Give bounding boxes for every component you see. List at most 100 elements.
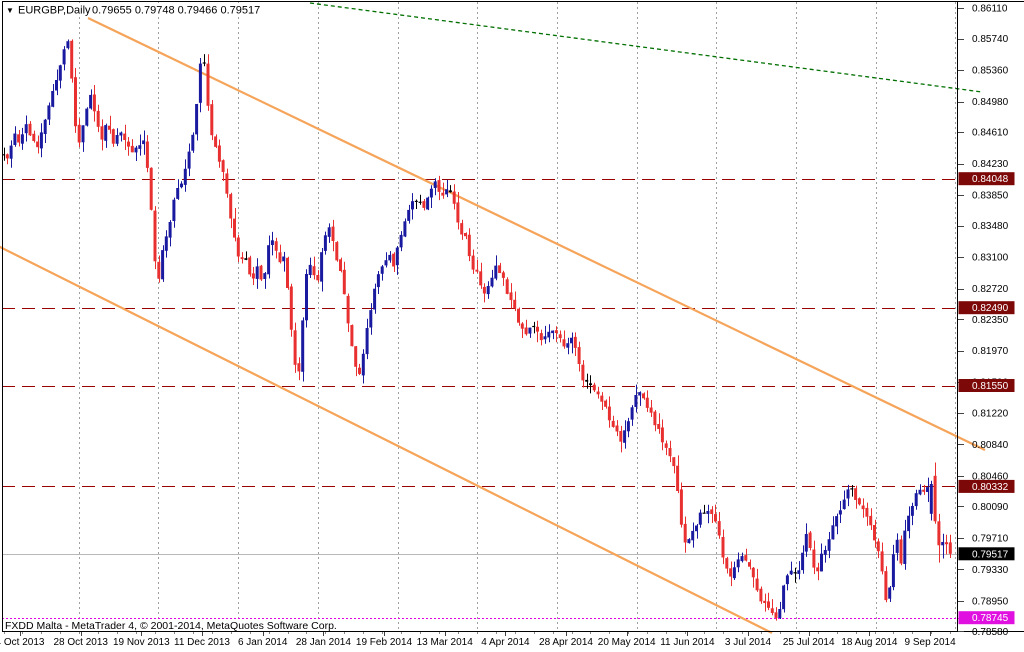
candle-bull [547, 324, 551, 343]
price-axis-label: 0.78950 [972, 596, 1009, 607]
candle-body [452, 191, 456, 204]
candle-body [645, 397, 649, 408]
candle-body [142, 140, 146, 145]
candle-body [702, 512, 706, 514]
candle-bear [464, 232, 467, 240]
candle-body [259, 265, 263, 280]
candle-bear [884, 566, 888, 603]
candle-body [55, 80, 58, 91]
candle-body [816, 567, 820, 572]
candle-body [695, 525, 698, 532]
candle-body [361, 353, 365, 376]
candle-bear [710, 506, 714, 523]
candle-bull [380, 265, 384, 281]
candle-body [687, 539, 691, 544]
candle-body [793, 572, 797, 574]
candle-body [149, 167, 153, 210]
price-axis-label: 0.79710 [972, 533, 1009, 544]
candle-body [509, 292, 513, 301]
candle-body [706, 511, 710, 514]
candle-bull [365, 318, 369, 360]
candle-bull [183, 159, 187, 192]
candle-bear [293, 322, 297, 373]
candle-bull [191, 132, 195, 153]
candle-bear [869, 508, 873, 530]
candle-bull [115, 128, 119, 147]
price-axis-label: 0.80460 [972, 471, 1009, 482]
price-tag-label: 0.81550 [972, 381, 1009, 392]
candle-bear [111, 128, 115, 147]
candle-body [611, 420, 615, 427]
candle-body [89, 94, 93, 109]
candle-body [501, 272, 505, 278]
candle-body [778, 609, 782, 618]
candle-body [183, 168, 187, 185]
price-axis-label: 0.82720 [972, 284, 1009, 295]
candles-layer [2, 39, 952, 621]
time-axis-label: 18 Aug 2014 [841, 637, 898, 648]
candle-doji [702, 504, 706, 514]
candle-body [373, 288, 377, 310]
candle-body [880, 551, 884, 572]
candle-body [918, 489, 922, 495]
candle-bear [297, 357, 301, 381]
candle-bull [62, 46, 66, 71]
candle-body [672, 457, 676, 467]
candle-body [92, 94, 96, 112]
candle-bear [289, 283, 293, 337]
candle-bear [562, 330, 566, 349]
time-axis-label: 4 Apr 2014 [481, 637, 530, 648]
price-tag-label: 0.79517 [972, 549, 1009, 560]
time-axis-label: 19 Feb 2014 [356, 637, 413, 648]
candle-bear [74, 67, 77, 133]
candle-bull [820, 543, 823, 572]
candle-body [494, 265, 498, 279]
price-axis-label: 0.83480 [972, 221, 1009, 232]
candle-body [736, 559, 740, 568]
candle-bear [5, 153, 9, 165]
candle-bull [138, 134, 142, 156]
symbol-info: ▼ EURGBP,Daily 0.79655 0.79748 0.79466 0… [3, 3, 260, 17]
candle-doji [448, 185, 452, 193]
symbol-dropdown-icon[interactable]: ▼ [6, 6, 14, 15]
candle-bear [32, 130, 36, 143]
candle-bull [9, 140, 13, 168]
candle-bull [842, 490, 846, 510]
candle-body [623, 430, 627, 443]
candle-body [96, 110, 100, 127]
time-axis-label: 13 Mar 2014 [417, 637, 474, 648]
candle-body [66, 41, 70, 49]
candle-body [626, 421, 630, 432]
candle-body [664, 443, 668, 448]
candle-body [77, 124, 81, 143]
time-axis-label: 11 Dec 2013 [174, 637, 230, 648]
price-tag-bg [958, 379, 1015, 392]
price-axis-label: 0.81970 [972, 346, 1009, 357]
resistance-level-tag: 0.82490 [958, 301, 1015, 315]
candle-body [127, 141, 130, 147]
price-tags-layer: 0.84048 0.82490 0.81550 0.80332 0.79517 0.787… [958, 172, 1015, 625]
candle-body [937, 521, 941, 546]
candle-bull [494, 255, 498, 281]
candle-bull [891, 544, 895, 591]
candle-bear [854, 485, 858, 509]
candle-bear [615, 420, 619, 437]
candle-body [176, 188, 180, 199]
candle-body [835, 516, 839, 527]
candle-body [157, 261, 161, 279]
candle-bear [149, 167, 153, 211]
candle-bull [789, 561, 793, 576]
candle-bull [43, 118, 47, 144]
price-axis-label: 0.78580 [972, 627, 1009, 638]
candle-bear [865, 502, 869, 526]
candle-body [895, 539, 899, 553]
candle-bear [672, 457, 676, 474]
candle-body [180, 183, 183, 188]
candle-body [460, 223, 464, 235]
candle-body [225, 173, 229, 194]
candle-body [28, 123, 32, 136]
candle-body [411, 201, 414, 210]
candle-body [464, 233, 467, 237]
candle-bear [645, 390, 649, 413]
